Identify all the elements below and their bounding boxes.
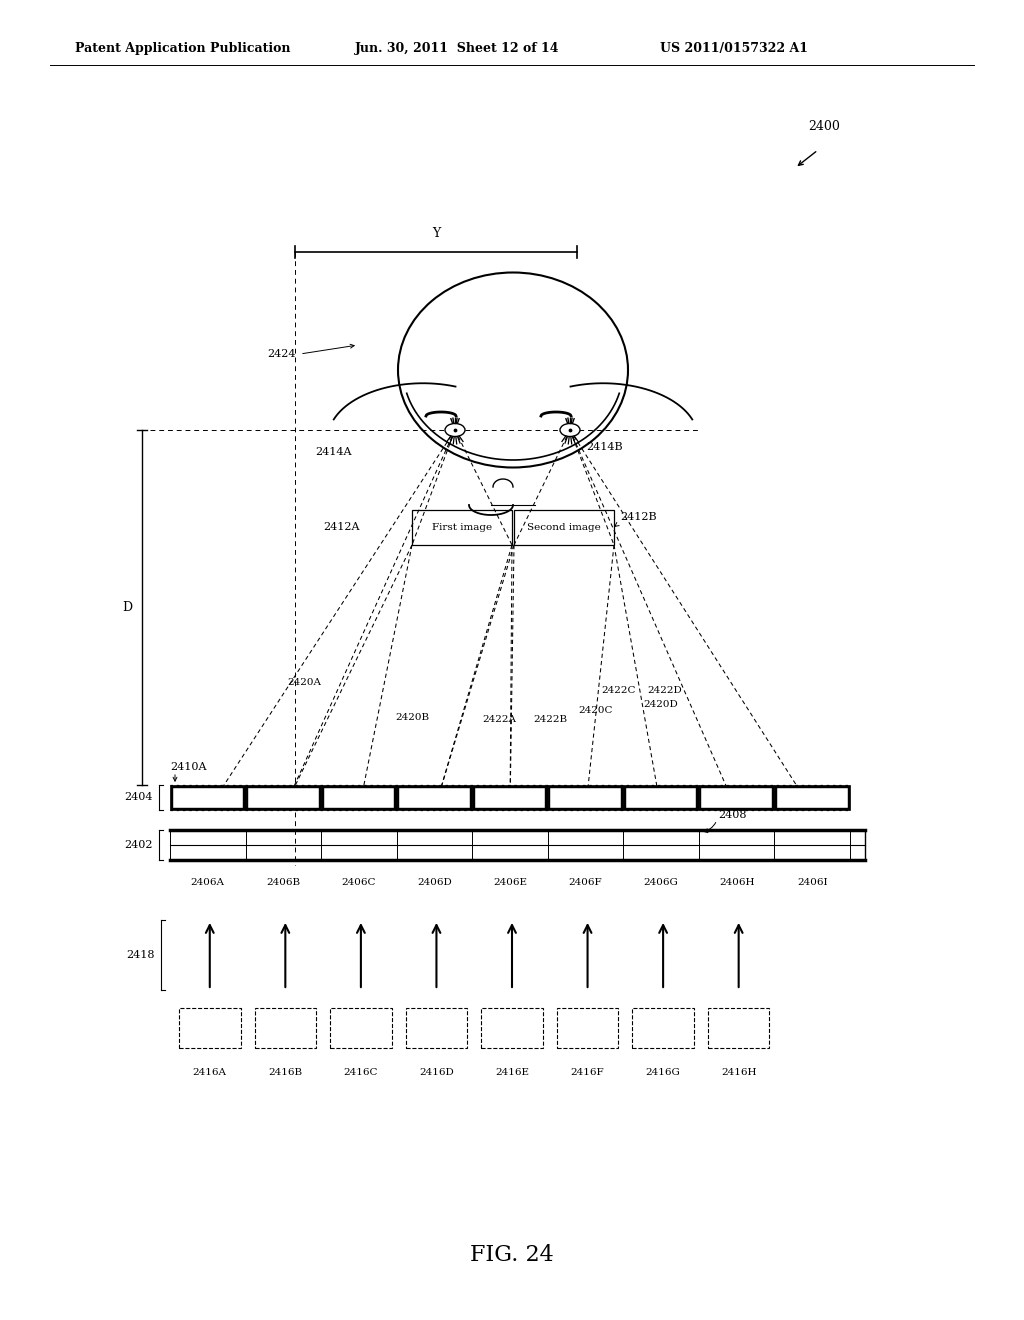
Bar [624,785,699,810]
Bar [179,1008,241,1048]
Bar [777,788,848,808]
Text: 2416D: 2416D [419,1068,454,1077]
Text: 2404: 2404 [125,792,153,803]
Bar [322,785,396,810]
Text: 2412A: 2412A [323,521,359,532]
Text: 2410A: 2410A [170,762,207,772]
Text: 2402: 2402 [125,840,153,850]
Bar [472,785,548,810]
Text: 2406H: 2406H [719,878,755,887]
Text: 2400: 2400 [808,120,840,133]
Text: Patent Application Publication: Patent Application Publication [75,42,291,55]
Text: 2414B: 2414B [586,442,623,451]
Bar [399,788,470,808]
Text: 2418: 2418 [127,950,155,960]
Bar [330,1008,391,1048]
Bar [633,1008,694,1048]
Text: 2416B: 2416B [268,1068,302,1077]
Text: 2408: 2408 [718,810,746,820]
Bar [406,1008,467,1048]
Bar [774,785,850,810]
Bar [324,788,394,808]
Text: 2422D: 2422D [647,686,682,696]
Text: Second image: Second image [527,523,601,532]
Text: FIG. 24: FIG. 24 [470,1243,554,1266]
Bar [396,785,472,810]
Text: 2406B: 2406B [266,878,300,887]
Text: 2416F: 2416F [570,1068,604,1077]
Text: 2406G: 2406G [644,878,679,887]
Bar [701,788,772,808]
Text: 2406E: 2406E [493,878,527,887]
Bar [514,510,614,545]
Text: Y: Y [432,227,440,240]
Bar [699,785,774,810]
Text: 2406D: 2406D [417,878,452,887]
Text: 2422C: 2422C [601,686,636,696]
Bar [548,785,624,810]
Ellipse shape [560,424,580,437]
Bar [172,788,243,808]
Bar [557,1008,618,1048]
Text: 2416A: 2416A [193,1068,226,1077]
Text: 2420C: 2420C [578,706,612,715]
Bar [248,788,318,808]
Text: First image: First image [432,523,493,532]
Bar [475,788,545,808]
Text: 2420A: 2420A [287,678,321,686]
Bar [626,788,696,808]
Text: US 2011/0157322 A1: US 2011/0157322 A1 [660,42,808,55]
Text: 2420B: 2420B [395,713,429,722]
Text: 2416H: 2416H [721,1068,757,1077]
Text: 2422B: 2422B [534,715,567,723]
Text: D: D [122,601,132,614]
Text: 2406F: 2406F [568,878,602,887]
Text: 2406A: 2406A [190,878,225,887]
Text: 2406C: 2406C [342,878,376,887]
Text: 2422A: 2422A [482,715,516,723]
Bar [708,1008,769,1048]
Text: 2416C: 2416C [344,1068,378,1077]
Text: 2424: 2424 [267,348,296,359]
Text: 2416G: 2416G [646,1068,681,1077]
Bar [481,1008,543,1048]
Text: 2416E: 2416E [495,1068,529,1077]
Bar [550,788,621,808]
Text: 2420D: 2420D [643,700,678,709]
Text: 2412B: 2412B [620,512,656,521]
Bar [412,510,512,545]
Bar [246,785,322,810]
Text: 2414A: 2414A [315,447,351,457]
Text: Jun. 30, 2011  Sheet 12 of 14: Jun. 30, 2011 Sheet 12 of 14 [355,42,559,55]
Ellipse shape [445,424,465,437]
Bar [170,785,246,810]
Bar [255,1008,316,1048]
Text: 2406I: 2406I [797,878,827,887]
